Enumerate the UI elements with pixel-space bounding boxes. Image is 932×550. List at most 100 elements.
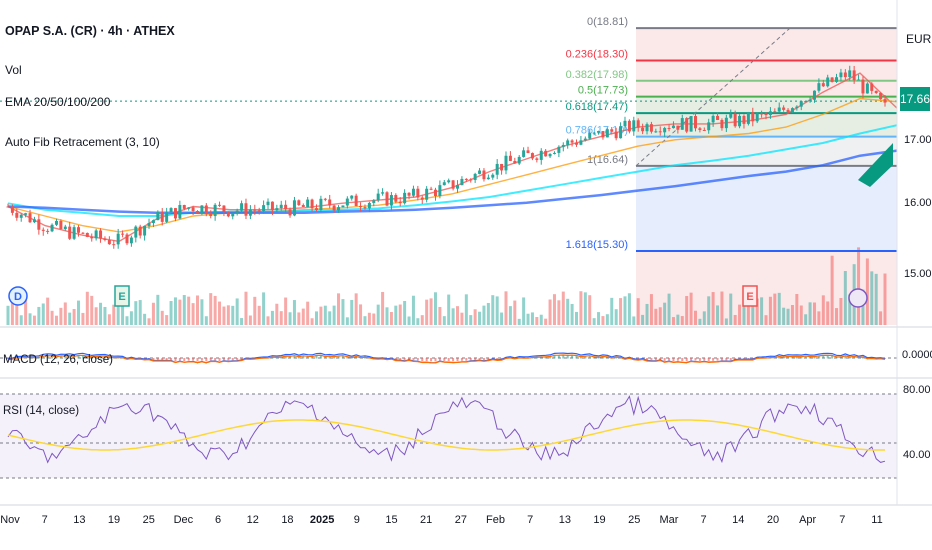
- volume-bar: [116, 296, 120, 325]
- volume-bar: [597, 312, 601, 325]
- volume-bar: [619, 298, 623, 325]
- macd-histogram-bar: [452, 358, 455, 362]
- candle-body: [200, 205, 204, 213]
- candle-body: [588, 132, 592, 139]
- rsi-label[interactable]: RSI (14, close): [3, 405, 80, 417]
- candle-body: [451, 180, 455, 189]
- candle-body: [262, 205, 266, 212]
- volume-bar: [790, 304, 794, 325]
- x-tick-label: Apr: [799, 514, 816, 526]
- candle-body: [319, 198, 323, 211]
- fib-label: 0.5(17.73): [578, 85, 628, 97]
- macd-histogram-bar: [284, 355, 287, 359]
- volume-bar: [579, 291, 583, 325]
- indicator-vol[interactable]: Vol: [5, 63, 22, 77]
- candle-body: [143, 225, 147, 236]
- volume-bar: [817, 311, 821, 325]
- volume-bar: [716, 305, 720, 325]
- candle-body: [147, 223, 151, 226]
- volume-bar: [376, 304, 380, 325]
- candle-body: [288, 209, 292, 216]
- macd-histogram-bar: [337, 355, 340, 359]
- x-tick-label: 7: [839, 514, 845, 526]
- macd-histogram-bar: [227, 358, 230, 361]
- volume-bar: [306, 301, 310, 325]
- candle-body: [68, 226, 72, 239]
- candle-body: [636, 120, 640, 128]
- macd-histogram-bar: [293, 355, 296, 359]
- chart-title[interactable]: OPAP S.A. (CR) · 4h · ATHEX: [5, 24, 175, 38]
- candle-body: [795, 106, 799, 109]
- candle-body: [782, 107, 786, 110]
- candle-body: [676, 125, 680, 130]
- candle-body: [619, 126, 623, 139]
- candle-body: [508, 155, 512, 161]
- candle-body: [751, 111, 755, 122]
- macd-histogram-bar: [584, 355, 587, 359]
- candle-body: [473, 173, 477, 180]
- candle-body: [218, 204, 222, 206]
- volume-bar: [143, 313, 147, 325]
- candle-body: [689, 116, 693, 132]
- macd-label[interactable]: MACD (12, 26, close): [3, 354, 113, 366]
- volume-bar: [77, 300, 81, 325]
- candle-body: [345, 198, 349, 206]
- candle-body: [50, 224, 54, 232]
- volume-bar: [755, 298, 759, 325]
- volume-bar: [671, 317, 675, 325]
- volume-bar: [72, 309, 76, 325]
- volume-bar: [491, 295, 495, 325]
- volume-bar: [90, 295, 94, 325]
- volume-bar: [526, 313, 530, 325]
- volume-bar: [702, 311, 706, 325]
- volume-bar: [226, 305, 230, 325]
- macd-histogram-bar: [588, 355, 591, 359]
- volume-bar: [482, 305, 486, 325]
- volume-bar: [632, 316, 636, 325]
- x-tick-label: 18: [281, 514, 293, 526]
- volume-bar: [583, 292, 587, 325]
- volume-bar: [32, 315, 36, 325]
- indicator-ema[interactable]: EMA 20/50/100/200: [5, 95, 111, 109]
- volume-bar: [874, 273, 878, 325]
- macd-histogram-bar: [399, 358, 402, 360]
- volume-bar: [266, 316, 270, 325]
- volume-bar: [350, 299, 354, 325]
- volume-bar: [310, 318, 314, 325]
- volume-bar: [654, 308, 658, 325]
- volume-bar: [478, 311, 482, 325]
- candle-body: [156, 211, 160, 221]
- macd-histogram-bar: [187, 358, 190, 361]
- x-tick-label: 19: [593, 514, 605, 526]
- volume-bar: [191, 303, 195, 325]
- ema-line-2: [7, 124, 898, 217]
- volume-bar: [469, 315, 473, 325]
- candle-body: [830, 77, 834, 82]
- fib-zone-ext: [636, 165, 897, 251]
- fib-label: 1.618(15.30): [566, 239, 628, 251]
- currency-label[interactable]: EUR: [906, 32, 932, 46]
- x-tick-label: 20: [767, 514, 779, 526]
- macd-histogram-bar: [544, 356, 547, 359]
- candle-body: [425, 188, 429, 200]
- candle-body: [226, 211, 230, 217]
- macd-histogram-bar: [95, 356, 98, 359]
- candle-body: [125, 234, 129, 244]
- macd-histogram-bar: [55, 356, 58, 359]
- candle-body: [116, 233, 120, 245]
- candle-body: [433, 189, 437, 197]
- macd-histogram-bar: [787, 356, 790, 359]
- candle-body: [94, 230, 98, 239]
- volume-bar: [729, 293, 733, 325]
- volume-bar: [447, 294, 451, 325]
- x-tick-label: 13: [73, 514, 85, 526]
- volume-bar: [530, 312, 534, 325]
- indicator-fib[interactable]: Auto Fib Retracement (3, 10): [5, 135, 160, 149]
- price-tick: 15.00: [904, 268, 932, 280]
- volume-bar: [883, 273, 887, 325]
- volume-bar: [522, 297, 526, 325]
- candle-body: [257, 210, 261, 212]
- macd-histogram-bar: [853, 356, 856, 359]
